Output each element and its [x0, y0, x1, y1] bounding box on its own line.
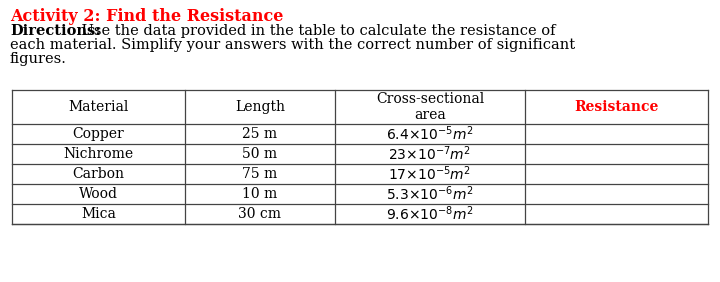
Text: figures.: figures. [10, 52, 67, 66]
Text: Length: Length [235, 100, 285, 114]
Text: $6.4{\times}10^{-5}m^{2}$: $6.4{\times}10^{-5}m^{2}$ [386, 125, 474, 143]
Text: $23{\times}10^{-7}m^{2}$: $23{\times}10^{-7}m^{2}$ [388, 145, 472, 163]
Text: 75 m: 75 m [243, 167, 278, 181]
Text: $17{\times}10^{-5}m^{2}$: $17{\times}10^{-5}m^{2}$ [388, 165, 472, 183]
Text: Wood: Wood [79, 187, 118, 201]
Text: 50 m: 50 m [243, 147, 278, 161]
Text: each material. Simplify your answers with the correct number of significant: each material. Simplify your answers wit… [10, 38, 575, 52]
Text: 25 m: 25 m [243, 127, 278, 141]
Text: Directions:: Directions: [10, 24, 101, 38]
Text: Use the data provided in the table to calculate the resistance of: Use the data provided in the table to ca… [77, 24, 556, 38]
Text: $5.3{\times}10^{-6}m^{2}$: $5.3{\times}10^{-6}m^{2}$ [386, 185, 474, 203]
Text: Resistance: Resistance [575, 100, 659, 114]
Text: $9.6{\times}10^{-8}m^{2}$: $9.6{\times}10^{-8}m^{2}$ [386, 205, 474, 223]
Text: Material: Material [68, 100, 129, 114]
Text: Cross-sectional
area: Cross-sectional area [376, 92, 484, 122]
Text: Copper: Copper [73, 127, 125, 141]
Text: Nichrome: Nichrome [63, 147, 134, 161]
Text: Activity 2: Find the Resistance: Activity 2: Find the Resistance [10, 8, 284, 25]
Text: Carbon: Carbon [73, 167, 125, 181]
Text: Mica: Mica [81, 207, 116, 221]
Text: 10 m: 10 m [243, 187, 278, 201]
Text: 30 cm: 30 cm [238, 207, 282, 221]
